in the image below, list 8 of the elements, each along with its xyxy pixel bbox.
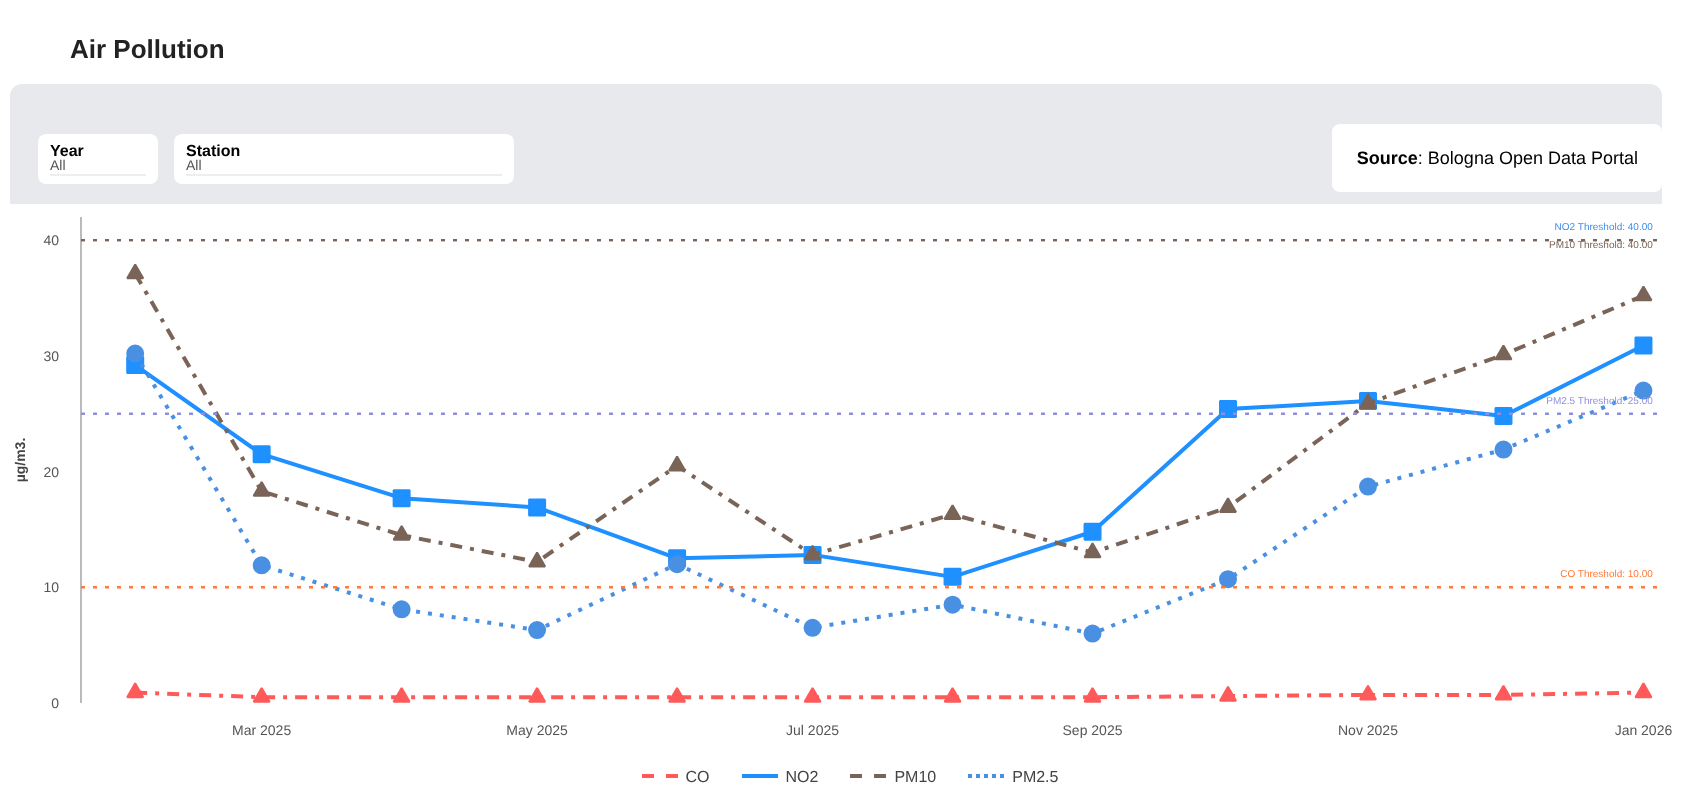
source-note: Source: Bologna Open Data Portal (1332, 124, 1662, 192)
text: Year (50, 141, 86, 159)
legend-label: PM10 (892, 767, 937, 785)
text: Station (186, 141, 243, 159)
chart-title: Air Pollution (68, 32, 227, 68)
legend-label: NO2 (783, 767, 819, 785)
legend-label: CO (683, 767, 710, 785)
legend-label: PM2.5 (1010, 767, 1059, 785)
